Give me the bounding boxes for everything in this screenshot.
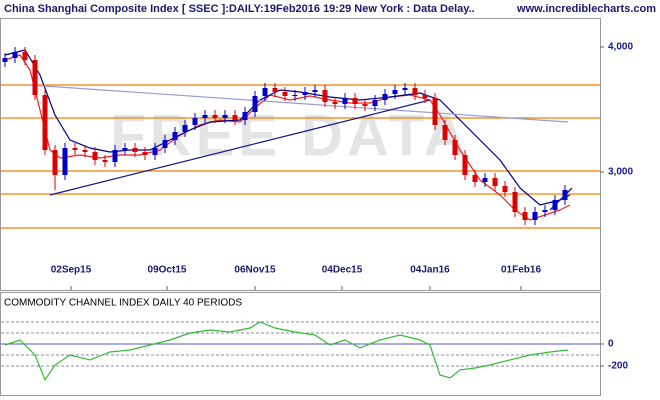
candle-body <box>82 150 88 152</box>
candle-body <box>292 95 298 96</box>
candle-body <box>482 178 488 182</box>
indicator-title: COMMODITY CHANNEL INDEX DAILY 40 PERIODS <box>4 298 242 309</box>
candle-body <box>422 95 428 98</box>
candle-body <box>12 52 18 58</box>
candle-body <box>122 148 128 150</box>
candle-body <box>172 132 178 140</box>
candle-body <box>552 200 558 210</box>
candle-body <box>382 94 388 100</box>
candle-body <box>202 115 208 118</box>
candle-body <box>522 212 528 220</box>
candle-body <box>252 96 258 112</box>
moving-average <box>4 49 571 206</box>
x-tick-label: 09Oct15 <box>148 265 187 276</box>
moving-average <box>29 84 569 123</box>
candle-body <box>532 212 538 220</box>
candle-body <box>22 52 28 60</box>
candle-body <box>342 98 348 104</box>
candle-body <box>352 98 358 104</box>
candle-body <box>242 112 248 120</box>
candle-body <box>562 190 568 200</box>
candle-body <box>262 88 268 96</box>
y-tick-label: 0 <box>608 339 614 350</box>
y-tick-label: -200 <box>608 361 628 372</box>
candle-body <box>392 90 398 94</box>
chart-title: China Shanghai Composite Index [ SSEC ]:… <box>4 3 475 15</box>
candle-body <box>112 150 118 162</box>
candle-body <box>282 92 288 96</box>
candle-body <box>2 58 8 62</box>
candle-body <box>212 115 218 118</box>
candle-body <box>512 192 518 212</box>
candle-body <box>402 88 408 90</box>
candle-body <box>372 100 378 106</box>
candle-body <box>492 178 498 186</box>
candle-body <box>32 60 38 95</box>
candle-body <box>162 140 168 148</box>
candle-body <box>302 92 308 95</box>
candle-body <box>542 210 548 212</box>
candle-body <box>332 102 338 104</box>
candle-body <box>72 148 78 150</box>
website: www.incrediblecharts.com <box>516 3 656 15</box>
candle-body <box>132 148 138 152</box>
candle-body <box>462 155 468 175</box>
candle-body <box>472 175 478 182</box>
candle-body <box>92 152 98 160</box>
candle-body <box>232 115 238 120</box>
candle-body <box>182 125 188 132</box>
x-tick-label: 01Feb16 <box>501 265 541 276</box>
candle-body <box>42 95 48 150</box>
candle-body <box>312 90 318 92</box>
candle-body <box>52 150 58 175</box>
candle-body <box>412 88 418 95</box>
candle-body <box>142 152 148 155</box>
candle-body <box>102 160 108 162</box>
watermark: FREE DATA <box>110 103 469 168</box>
candle-body <box>432 98 438 125</box>
x-tick-label: 04Jan16 <box>410 265 450 276</box>
y-tick-label: 4,000 <box>608 42 633 53</box>
x-tick-label: 04Dec15 <box>322 265 363 276</box>
candle-body <box>272 88 278 92</box>
candle-body <box>222 115 228 118</box>
y-tick-label: 3,000 <box>608 167 633 178</box>
x-tick-label: 02Sep15 <box>51 265 92 276</box>
candle-body <box>362 104 368 106</box>
candle-body <box>192 118 198 125</box>
candle-body <box>452 140 458 155</box>
candle-body <box>152 148 158 155</box>
price-pane <box>0 18 601 291</box>
x-tick-label: 06Nov15 <box>234 265 276 276</box>
cci-line <box>4 321 569 382</box>
moving-average <box>4 54 571 221</box>
trend-line <box>49 99 431 196</box>
candle-body <box>502 186 508 192</box>
candle-body <box>442 125 448 140</box>
candle-body <box>322 90 328 102</box>
candle-body <box>62 148 68 175</box>
